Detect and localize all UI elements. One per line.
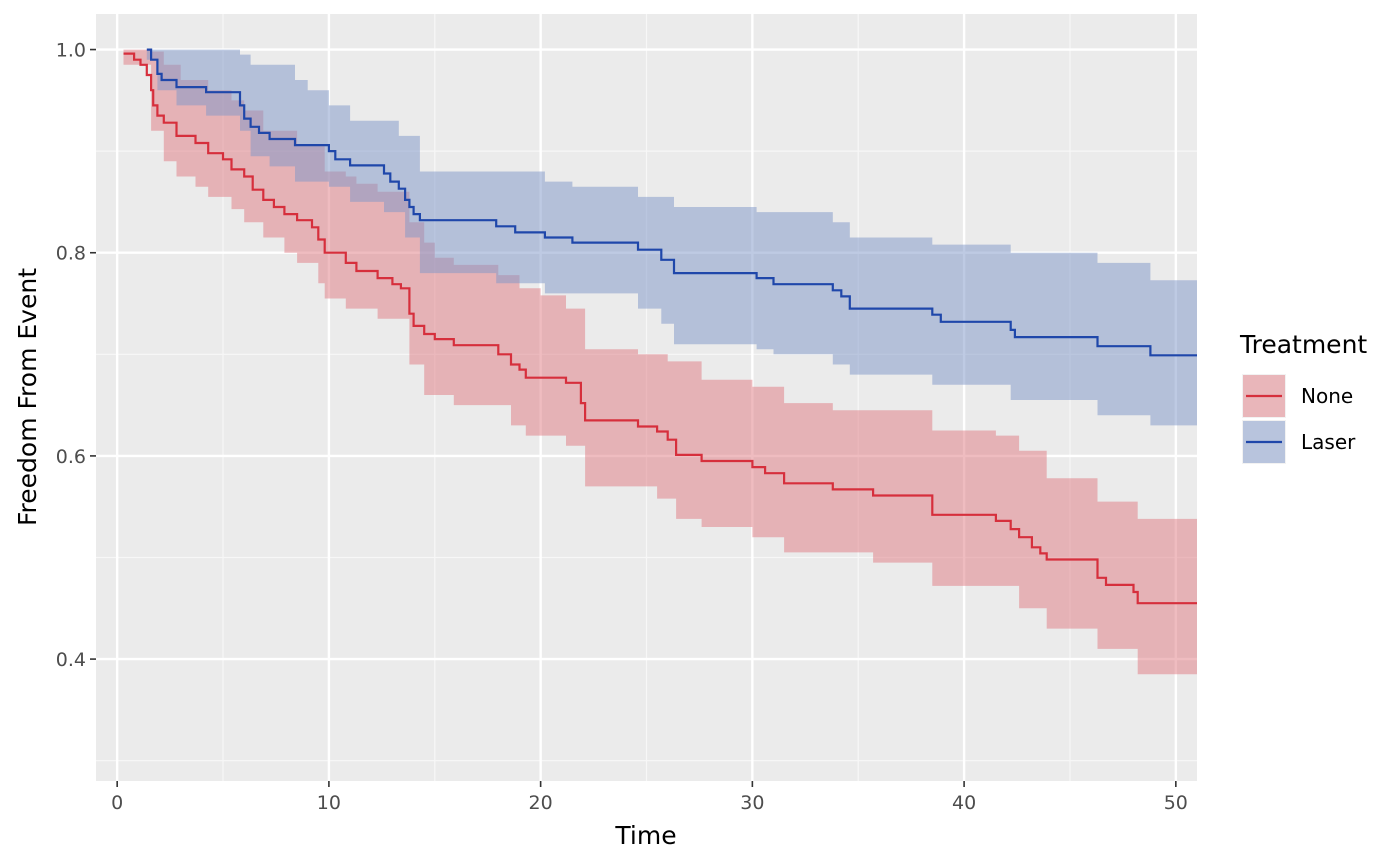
x-axis: 0 10 20 30 40 50 — [111, 781, 1188, 814]
x-tick-label: 40 — [952, 792, 976, 814]
y-tick-label: 0.6 — [56, 446, 86, 468]
legend-title: Treatment — [1239, 330, 1367, 359]
y-tick-label: 1.0 — [56, 40, 86, 62]
x-axis-title: Time — [614, 821, 676, 850]
x-tick-label: 10 — [317, 792, 341, 814]
legend-label-none: None — [1301, 384, 1353, 408]
y-tick-label: 0.8 — [56, 243, 86, 265]
survival-curves — [123, 48, 1197, 605]
y-tick-label: 0.4 — [56, 649, 86, 671]
confidence-band-laser — [146, 49, 1197, 426]
survival-curve-none — [123, 52, 1197, 605]
y-axis-title: Freedom From Event — [13, 268, 42, 526]
x-tick-label: 20 — [529, 792, 553, 814]
legend: Treatment None Laser — [1239, 330, 1367, 464]
y-axis: 0.4 0.6 0.8 1.0 — [56, 40, 96, 671]
survival-curve-laser — [146, 48, 1197, 357]
x-tick-label: 0 — [111, 792, 123, 814]
confidence-bands — [123, 49, 1197, 675]
x-tick-label: 30 — [740, 792, 764, 814]
x-tick-label: 50 — [1164, 792, 1188, 814]
legend-label-laser: Laser — [1301, 430, 1356, 454]
